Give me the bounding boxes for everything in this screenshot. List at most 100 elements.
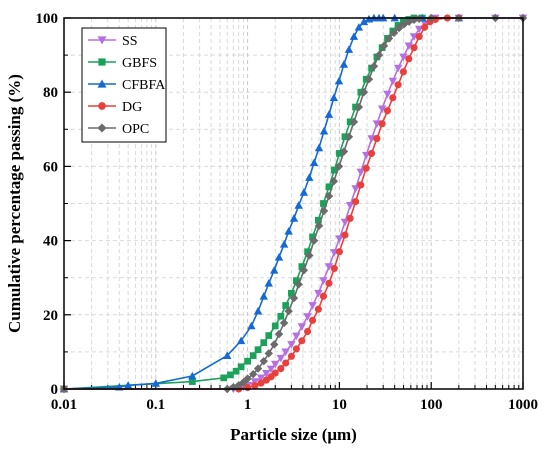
data-point-cfbfa	[339, 60, 349, 68]
data-point-dg	[244, 383, 252, 392]
data-point-ss	[292, 332, 301, 341]
axis-ticks: 0.01 0.1 1 10 100 1000 0 20 40 60 80 100	[36, 11, 539, 413]
data-point-dg	[325, 279, 333, 287]
data-point-cfbfa	[309, 158, 319, 167]
data-point-ss	[324, 263, 334, 271]
data-point-ss	[356, 168, 365, 177]
data-point-opc	[354, 102, 364, 112]
data-point-cfbfa	[305, 173, 314, 181]
y-tick-label: 0	[51, 382, 59, 398]
data-point-cfbfa	[324, 110, 334, 118]
data-point-opc	[324, 191, 334, 201]
data-point-ss	[276, 354, 286, 363]
data-point-opc	[309, 236, 319, 245]
data-point-cfbfa	[279, 240, 289, 248]
data-point-gbfs	[336, 150, 343, 157]
data-point-cfbfa	[334, 76, 344, 85]
y-tick-label: 20	[43, 308, 58, 324]
x-tick-label: 100	[420, 397, 443, 413]
data-point-ss	[351, 185, 360, 193]
data-point-ss	[250, 378, 260, 386]
data-point-dg	[410, 44, 418, 52]
data-point-gbfs	[237, 363, 245, 371]
data-point-cfbfa	[329, 93, 339, 102]
data-point-gbfs	[298, 263, 306, 270]
data-point-cfbfa	[151, 379, 160, 387]
data-point-gbfs	[304, 248, 311, 256]
data-point-cfbfa	[188, 371, 197, 380]
data-point-opc	[243, 374, 252, 383]
data-point-dg	[292, 345, 300, 353]
data-point-cfbfa	[359, 17, 369, 26]
data-point-opc	[384, 34, 394, 43]
data-point-ss	[297, 323, 307, 331]
legend-marker-gbfs	[98, 58, 106, 66]
legend-marker-dg	[98, 102, 106, 110]
data-point-dg	[399, 68, 407, 76]
data-point-ss	[404, 42, 413, 51]
data-point-opc	[334, 162, 344, 171]
data-point-cfbfa	[314, 143, 324, 152]
legend-label-dg: DG	[122, 100, 142, 115]
series-layer	[59, 13, 528, 394]
data-point-gbfs	[265, 332, 273, 339]
legend-marker-ss	[97, 36, 107, 45]
data-point-dg	[287, 352, 295, 360]
data-point-ss	[281, 348, 290, 357]
data-point-gbfs	[271, 322, 279, 330]
data-point-cfbfa	[319, 126, 329, 135]
data-point-opc	[344, 132, 354, 141]
data-point-ss	[271, 360, 280, 369]
data-point-opc	[294, 280, 303, 289]
legend-label-gbfs: GBFS	[122, 56, 157, 71]
data-point-dg	[378, 120, 386, 128]
x-tick-label: 1	[244, 397, 252, 413]
data-point-gbfs	[254, 346, 262, 354]
data-point-dg	[415, 32, 423, 41]
legend-marker-opc	[97, 123, 107, 133]
data-point-dg	[308, 316, 317, 324]
data-point-dg	[282, 359, 290, 367]
data-point-cfbfa	[284, 227, 293, 235]
data-point-gbfs	[320, 200, 327, 207]
data-point-gbfs	[368, 64, 375, 72]
data-point-dg	[251, 382, 259, 390]
data-point-ss	[303, 313, 312, 321]
data-point-ss	[308, 302, 317, 310]
data-point-dg	[314, 305, 322, 313]
data-point-opc	[369, 62, 379, 71]
data-point-ss	[314, 289, 323, 298]
data-point-dg	[362, 164, 370, 172]
data-point-ss	[345, 201, 355, 210]
data-point-dg	[271, 369, 279, 377]
x-tick-label: 1000	[508, 397, 538, 413]
data-point-cfbfa	[223, 351, 232, 359]
data-point-cfbfa	[247, 321, 256, 330]
data-point-dg	[335, 248, 343, 256]
data-point-dg	[405, 55, 413, 63]
data-point-dg	[394, 81, 402, 89]
plot-frame	[63, 17, 524, 390]
data-point-cfbfa	[274, 253, 284, 261]
data-point-cfbfa	[123, 381, 133, 389]
data-point-ss	[319, 277, 328, 285]
data-point-cfbfa	[294, 201, 303, 209]
data-point-opc	[289, 293, 299, 303]
data-point-gbfs	[309, 233, 316, 241]
data-point-dg	[330, 264, 338, 272]
data-point-opc	[284, 306, 293, 316]
data-point-ss	[335, 235, 344, 243]
y-tick-label: 100	[36, 11, 59, 27]
data-point-ss	[256, 374, 266, 383]
data-point-dg	[373, 135, 381, 143]
data-point-ss	[262, 370, 271, 378]
data-point-cfbfa	[289, 214, 299, 222]
data-point-gbfs	[227, 371, 234, 379]
data-point-ss	[383, 90, 392, 99]
data-point-dg	[389, 94, 397, 102]
data-point-cfbfa	[236, 336, 246, 345]
y-tick-label: 40	[43, 234, 58, 250]
data-point-ss	[266, 365, 276, 374]
data-point-gbfs	[244, 357, 251, 365]
